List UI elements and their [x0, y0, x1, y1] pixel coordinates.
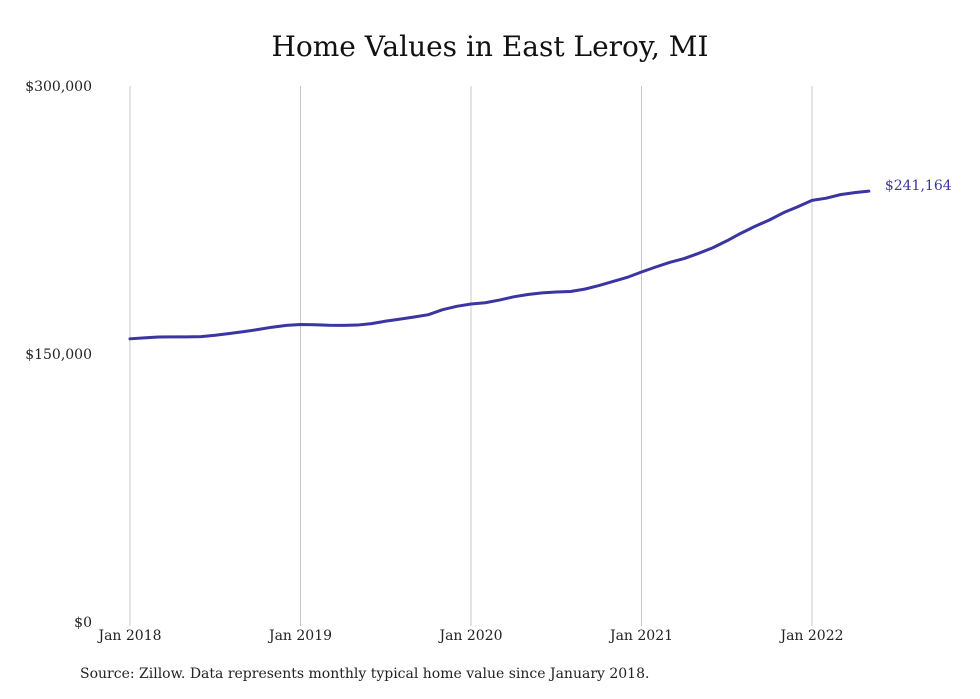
x-tick-label: Jan 2020	[437, 628, 502, 644]
y-tick-label: $300,000	[25, 79, 92, 95]
x-tick-label: Jan 2021	[608, 628, 673, 644]
x-tick-label: Jan 2018	[96, 628, 161, 644]
y-tick-label: $150,000	[25, 347, 92, 363]
source-note: Source: Zillow. Data represents monthly …	[80, 666, 650, 682]
series-layer	[128, 189, 871, 341]
x-tick-label: Jan 2022	[778, 628, 843, 644]
end-value-label: $241,164	[885, 178, 952, 194]
y-axis: $0 $150,000 $300,000	[25, 79, 92, 631]
chart-title: Home Values in East Leroy, MI	[271, 30, 709, 63]
x-tick-label: Jan 2019	[267, 628, 332, 644]
x-axis: Jan 2018 Jan 2019 Jan 2020 Jan 2021 Jan 2022	[96, 628, 843, 644]
y-tick-label: $0	[74, 615, 92, 631]
label-layer: $241,164	[885, 178, 952, 194]
series-line-0	[128, 189, 871, 341]
grid-layer	[129, 86, 813, 626]
